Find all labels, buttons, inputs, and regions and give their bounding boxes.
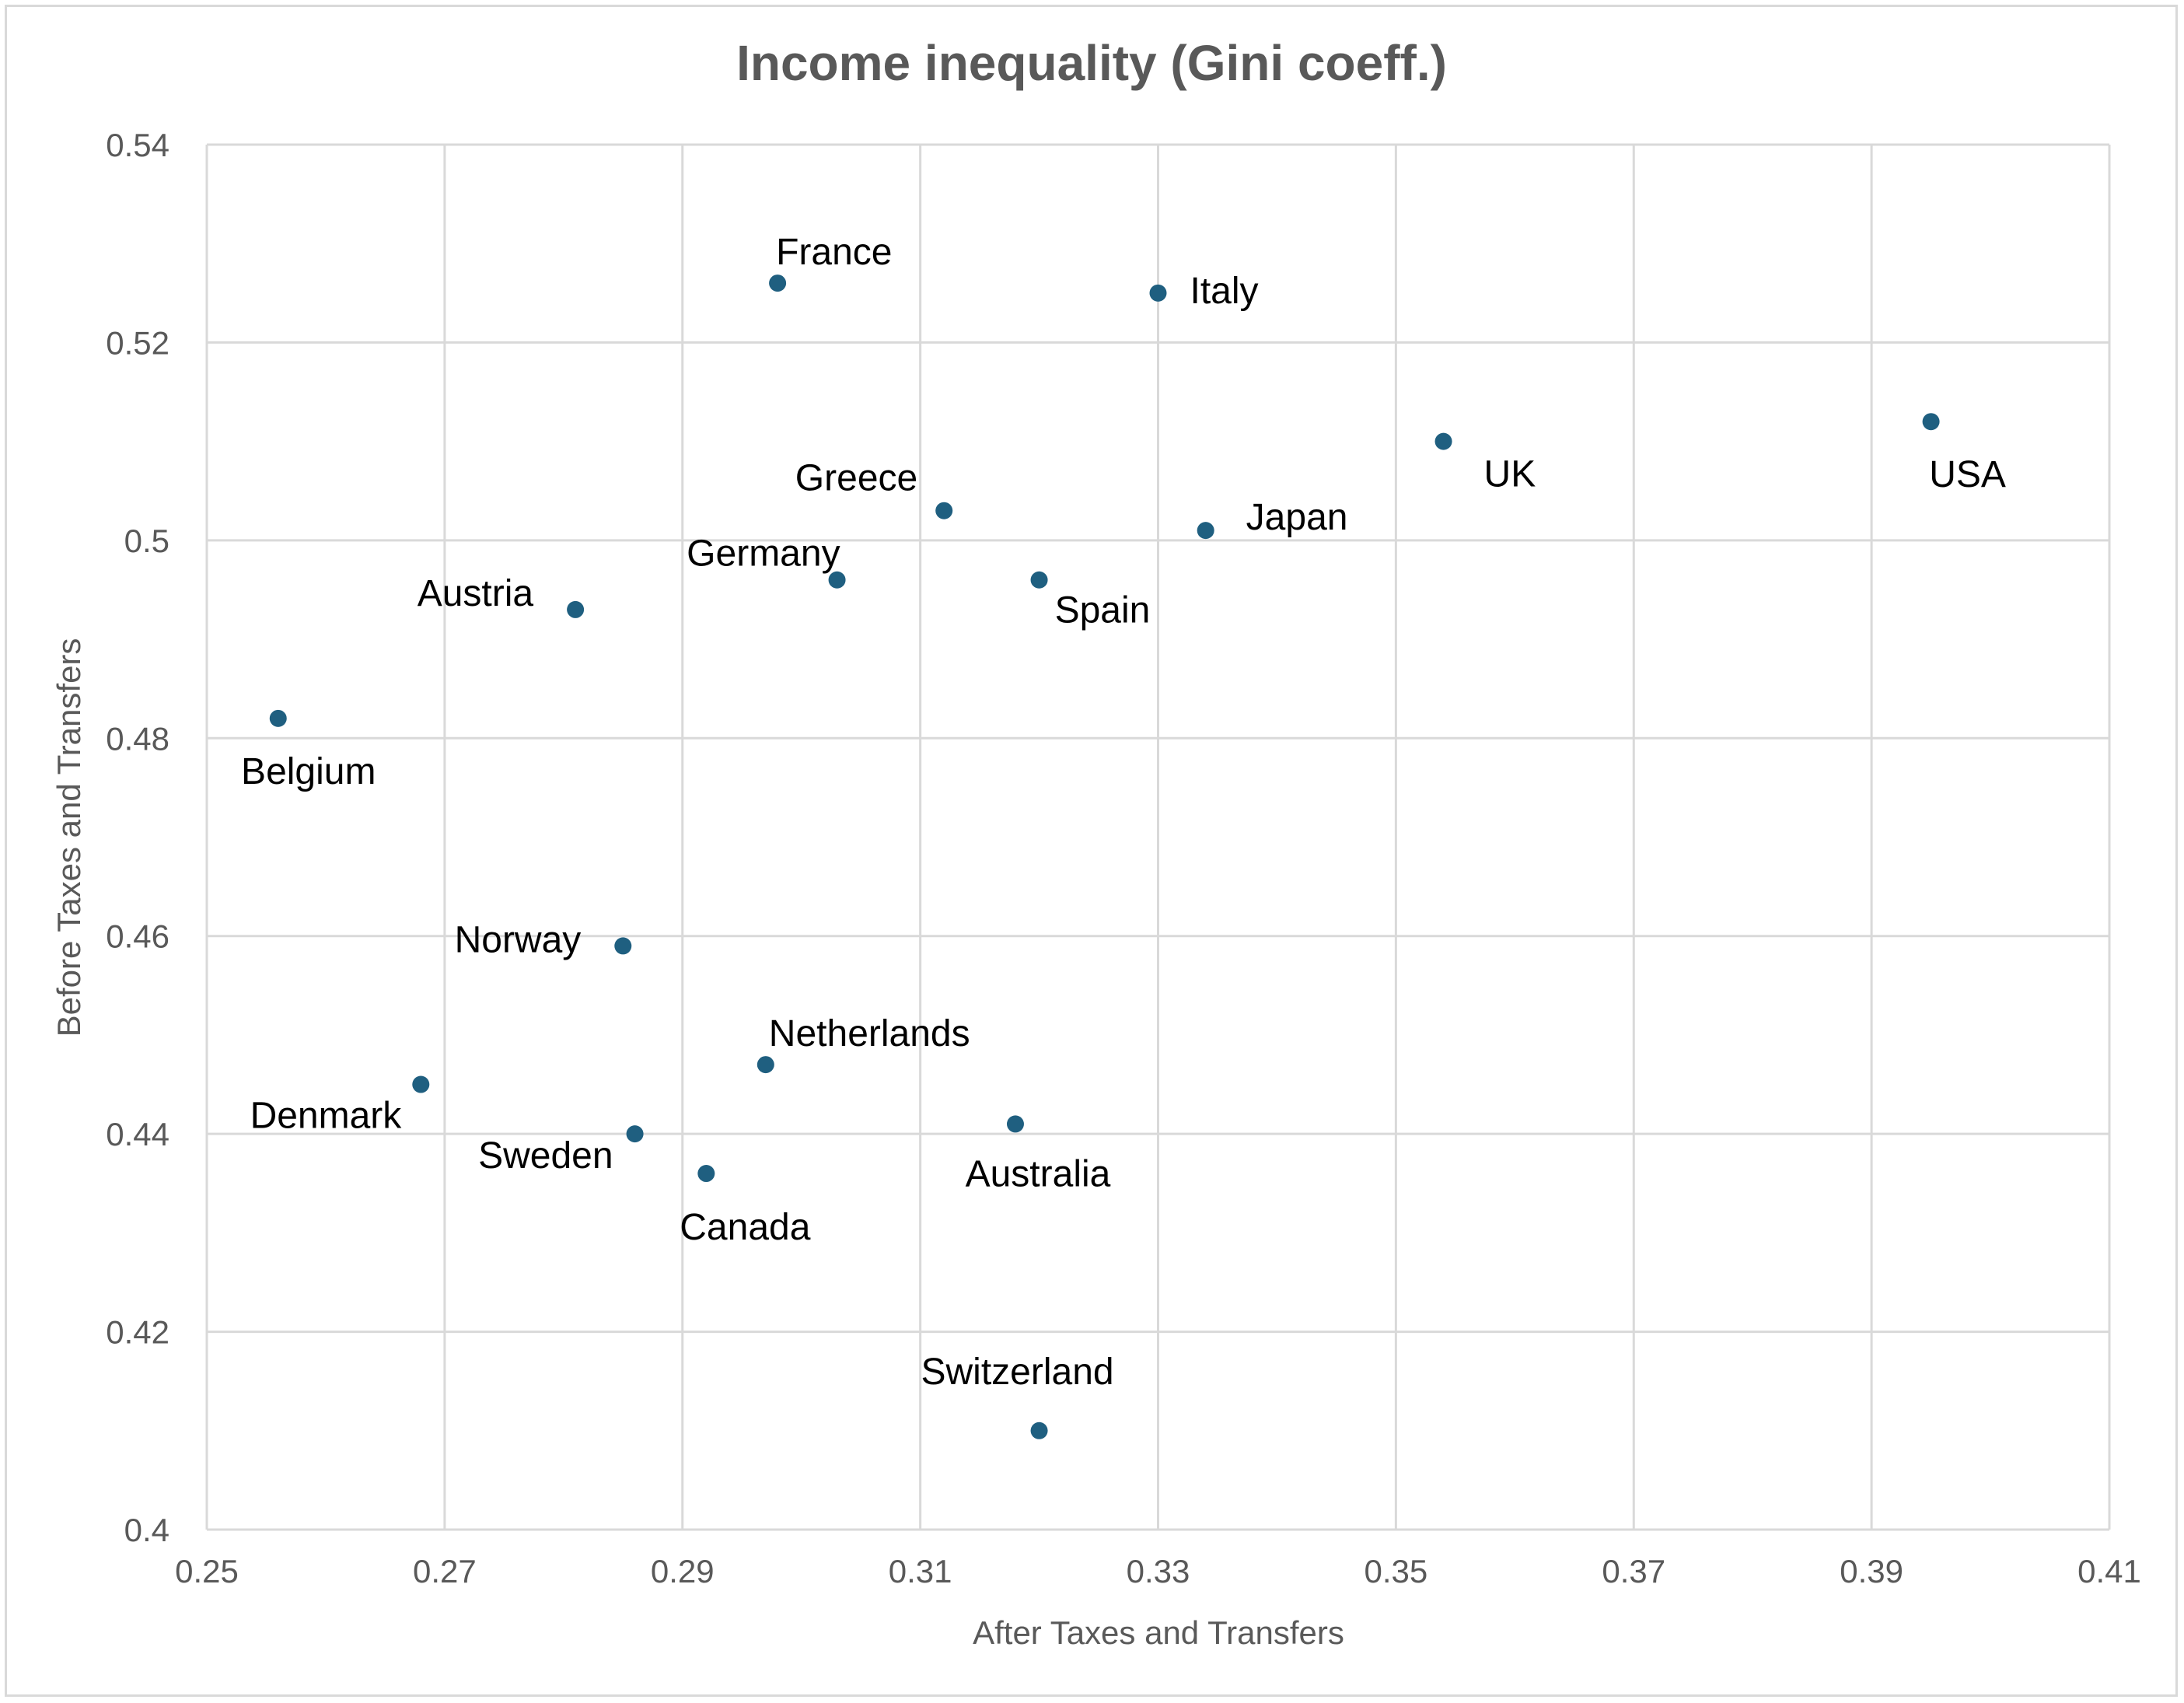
data-label-japan: Japan xyxy=(1246,497,1348,538)
x-tick-label: 0.29 xyxy=(651,1553,715,1589)
data-label-sweden: Sweden xyxy=(478,1135,613,1177)
x-tick-label: 0.31 xyxy=(889,1553,952,1589)
y-tick-label: 0.44 xyxy=(106,1116,169,1152)
x-tick-label: 0.37 xyxy=(1602,1553,1665,1589)
y-tick-label: 0.54 xyxy=(106,127,169,163)
data-point-canada xyxy=(697,1165,715,1183)
x-tick-label: 0.25 xyxy=(175,1553,239,1589)
chart-frame xyxy=(5,5,2178,1697)
tick-labels: 0.25 0.27 0.29 0.31 0.33 0.35 0.37 0.39 0.41 0.4 0… xyxy=(106,127,2141,1589)
data-label-uk: UK xyxy=(1484,454,1536,495)
data-label-switzerland: Switzerland xyxy=(921,1352,1114,1393)
y-tick-label: 0.46 xyxy=(106,918,169,955)
x-tick-label: 0.39 xyxy=(1840,1553,1903,1589)
data-point-germany xyxy=(828,571,846,589)
x-tick-label: 0.35 xyxy=(1365,1553,1428,1589)
data-label-denmark: Denmark xyxy=(250,1096,403,1137)
data-label-australia: Australia xyxy=(966,1153,1111,1194)
data-point-belgium xyxy=(269,709,287,727)
data-point-greece xyxy=(935,502,953,519)
x-tick-label: 0.41 xyxy=(2077,1553,2141,1589)
data-point-netherlands xyxy=(757,1056,774,1074)
data-point-australia xyxy=(1006,1115,1024,1133)
data-point-uk xyxy=(1434,432,1452,450)
data-labels: France Italy UK USA Greece Japan Germany Spain A… xyxy=(241,232,2006,1393)
data-label-italy: Italy xyxy=(1190,271,1259,312)
data-point-spain xyxy=(1030,571,1048,589)
y-tick-label: 0.48 xyxy=(106,720,169,757)
grid-layer xyxy=(205,143,2111,1531)
data-point-italy xyxy=(1149,284,1167,302)
data-point-sweden xyxy=(626,1125,644,1143)
data-label-canada: Canada xyxy=(680,1207,810,1248)
y-tick-label: 0.5 xyxy=(124,523,169,559)
data-point-denmark xyxy=(412,1075,430,1093)
data-point-usa xyxy=(1922,413,1940,431)
y-tick-label: 0.42 xyxy=(106,1314,169,1351)
data-label-netherlands: Netherlands xyxy=(769,1013,970,1054)
data-label-germany: Germany xyxy=(687,533,840,575)
data-label-france: France xyxy=(776,232,892,273)
data-point-france xyxy=(769,275,787,292)
data-point-switzerland xyxy=(1030,1421,1048,1439)
y-tick-label: 0.4 xyxy=(124,1512,169,1548)
x-tick-label: 0.33 xyxy=(1127,1553,1190,1589)
data-point-austria xyxy=(567,600,585,618)
data-label-greece: Greece xyxy=(795,458,917,499)
data-points xyxy=(269,275,1940,1439)
data-label-usa: USA xyxy=(1929,454,2006,495)
chart-title: Income inequality (Gini coeff.) xyxy=(736,35,1447,91)
data-label-spain: Spain xyxy=(1055,590,1151,631)
x-axis-title: After Taxes and Transfers xyxy=(973,1614,1344,1651)
y-tick-label: 0.52 xyxy=(106,324,169,361)
data-label-austria: Austria xyxy=(418,573,534,614)
data-point-norway xyxy=(614,937,632,955)
data-label-norway: Norway xyxy=(455,919,582,960)
x-tick-label: 0.27 xyxy=(413,1553,477,1589)
data-point-japan xyxy=(1197,522,1214,540)
data-label-belgium: Belgium xyxy=(241,751,376,792)
y-axis-title: Before Taxes and Transfers xyxy=(51,638,87,1037)
